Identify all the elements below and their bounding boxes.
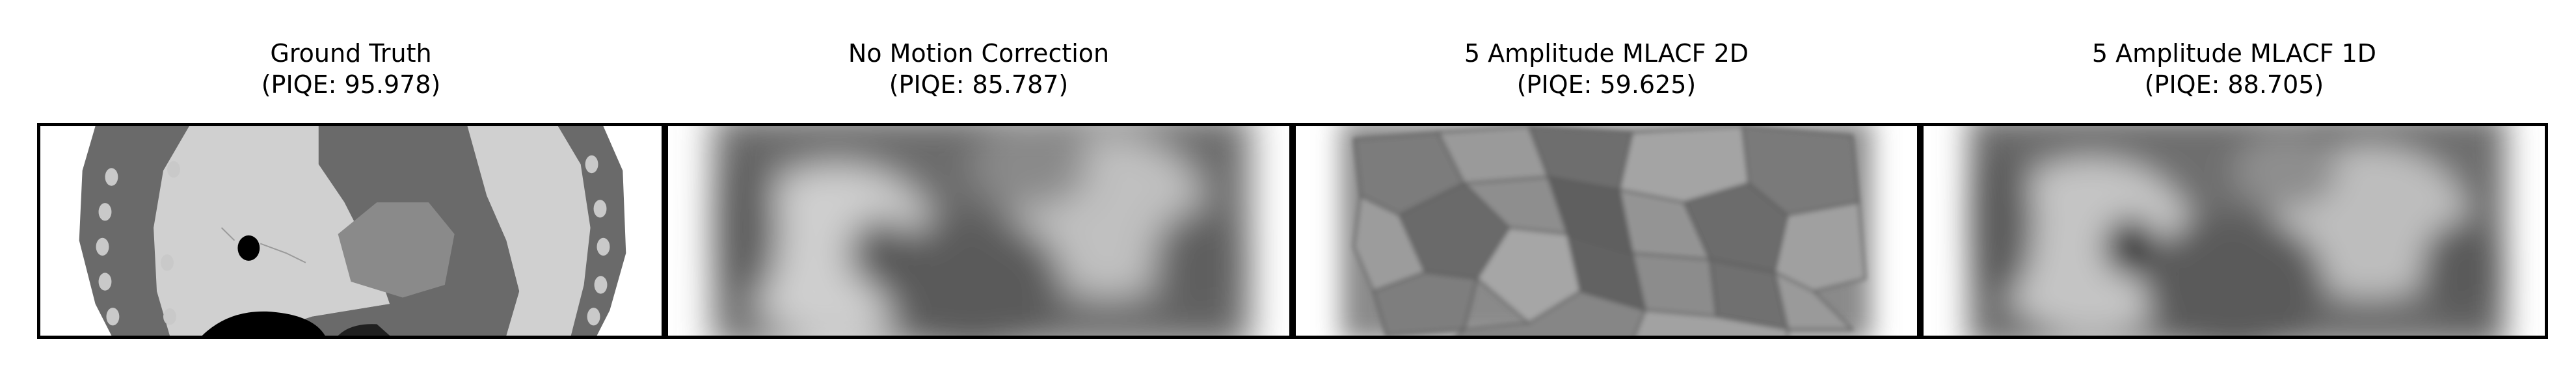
panel-title: 5 Amplitude MLACF 1D (PIQE: 88.705): [1920, 38, 2548, 100]
panel-title-line1: Ground Truth: [270, 39, 432, 68]
panel-title: No Motion Correction (PIQE: 85.787): [665, 38, 1293, 100]
panel-title-piqe: (PIQE: 85.787): [889, 70, 1069, 99]
ground-truth-image: [37, 123, 665, 339]
panel-title: Ground Truth (PIQE: 95.978): [37, 38, 665, 100]
panel-title-piqe: (PIQE: 59.625): [1516, 70, 1697, 99]
panel-title-line1: 5 Amplitude MLACF 2D: [1464, 39, 1749, 68]
panel-title-line1: 5 Amplitude MLACF 1D: [2091, 39, 2377, 68]
panel-title-line1: No Motion Correction: [848, 39, 1110, 68]
mlacf-2d-image: [1293, 123, 1920, 339]
panel-mlacf-1d: 5 Amplitude MLACF 1D (PIQE: 88.705): [1920, 0, 2548, 374]
panel-ground-truth: Ground Truth (PIQE: 95.978): [37, 0, 665, 374]
panel-title-piqe: (PIQE: 95.978): [261, 70, 441, 99]
panel-title-piqe: (PIQE: 88.705): [2144, 70, 2324, 99]
mlacf-1d-image: [1920, 123, 2548, 339]
panel-mlacf-2d: 5 Amplitude MLACF 2D (PIQE: 59.625): [1293, 0, 1920, 374]
panel-title: 5 Amplitude MLACF 2D (PIQE: 59.625): [1293, 38, 1920, 100]
panel-no-motion-correction: No Motion Correction (PIQE: 85.787): [665, 0, 1293, 374]
no-motion-correction-image: [665, 123, 1293, 339]
